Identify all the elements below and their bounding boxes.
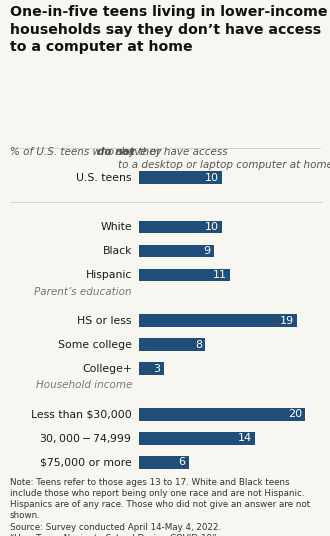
Text: One-in-five teens living in lower-income
households say they don’t have access
t: One-in-five teens living in lower-income…: [10, 5, 327, 54]
Bar: [139, 408, 305, 421]
Text: 3: 3: [154, 363, 161, 374]
Text: Some college: Some college: [58, 340, 132, 349]
Text: White: White: [100, 222, 132, 232]
Text: 9: 9: [204, 246, 211, 256]
Text: U.S. teens: U.S. teens: [77, 173, 132, 183]
Text: do not: do not: [97, 147, 135, 158]
Text: Black: Black: [102, 246, 132, 256]
Text: College+: College+: [82, 363, 132, 374]
Text: Source: Survey conducted April 14-May 4, 2022.
“How Teens Navigate School During: Source: Survey conducted April 14-May 4,…: [10, 523, 221, 536]
Bar: [139, 338, 205, 351]
Bar: [139, 269, 230, 281]
Text: 10: 10: [205, 222, 219, 232]
Text: $75,000 or more: $75,000 or more: [40, 457, 132, 467]
Text: 14: 14: [238, 433, 252, 443]
Bar: [139, 362, 164, 375]
Bar: [139, 432, 255, 444]
Bar: [139, 172, 222, 184]
Text: 6: 6: [179, 457, 186, 467]
Text: have or have access
to a desktop or laptop computer at home: have or have access to a desktop or lapt…: [118, 147, 330, 170]
Text: 11: 11: [213, 270, 227, 280]
Text: 8: 8: [195, 340, 202, 349]
Text: HS or less: HS or less: [78, 316, 132, 325]
Text: 19: 19: [280, 316, 294, 325]
Text: Note: Teens refer to those ages 13 to 17. White and Black teens
include those wh: Note: Teens refer to those ages 13 to 17…: [10, 478, 310, 520]
Text: Less than $30,000: Less than $30,000: [31, 410, 132, 419]
Bar: [139, 314, 297, 327]
Bar: [139, 456, 188, 468]
Text: 20: 20: [288, 410, 302, 419]
Text: Parent’s education: Parent’s education: [34, 287, 132, 297]
Bar: [139, 221, 222, 233]
Text: 10: 10: [205, 173, 219, 183]
Text: Household income: Household income: [36, 381, 132, 390]
Bar: [139, 244, 214, 257]
Text: % of U.S. teens who say they: % of U.S. teens who say they: [10, 147, 165, 158]
Text: $30,000-$74,999: $30,000-$74,999: [39, 432, 132, 445]
Text: Hispanic: Hispanic: [85, 270, 132, 280]
